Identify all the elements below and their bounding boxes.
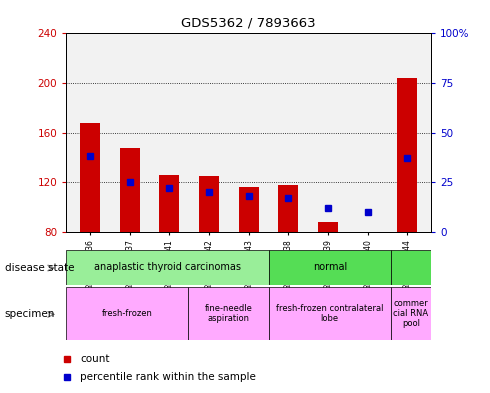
Bar bbox=[391, 250, 431, 285]
Text: disease state: disease state bbox=[5, 263, 74, 273]
Text: fresh-frozen: fresh-frozen bbox=[101, 309, 152, 318]
Text: anaplastic thyroid carcinomas: anaplastic thyroid carcinomas bbox=[94, 262, 241, 272]
Bar bbox=[269, 250, 391, 285]
Title: GDS5362 / 7893663: GDS5362 / 7893663 bbox=[181, 17, 316, 29]
Text: count: count bbox=[80, 354, 110, 364]
Bar bbox=[278, 185, 298, 232]
Bar bbox=[397, 78, 417, 232]
Bar bbox=[239, 187, 259, 232]
Bar bbox=[199, 176, 219, 232]
Text: fresh-frozen contralateral
lobe: fresh-frozen contralateral lobe bbox=[276, 304, 384, 323]
Text: specimen: specimen bbox=[5, 309, 55, 320]
Bar bbox=[318, 222, 338, 232]
Bar bbox=[66, 287, 188, 340]
Bar bbox=[80, 123, 100, 232]
Bar bbox=[391, 287, 431, 340]
Bar bbox=[159, 175, 179, 232]
Bar bbox=[269, 287, 391, 340]
Text: commer
cial RNA
pool: commer cial RNA pool bbox=[393, 299, 428, 328]
Text: normal: normal bbox=[313, 262, 347, 272]
Bar bbox=[66, 250, 269, 285]
Text: fine-needle
aspiration: fine-needle aspiration bbox=[204, 304, 252, 323]
Bar bbox=[120, 147, 140, 232]
Text: percentile rank within the sample: percentile rank within the sample bbox=[80, 372, 256, 382]
Bar bbox=[188, 287, 269, 340]
